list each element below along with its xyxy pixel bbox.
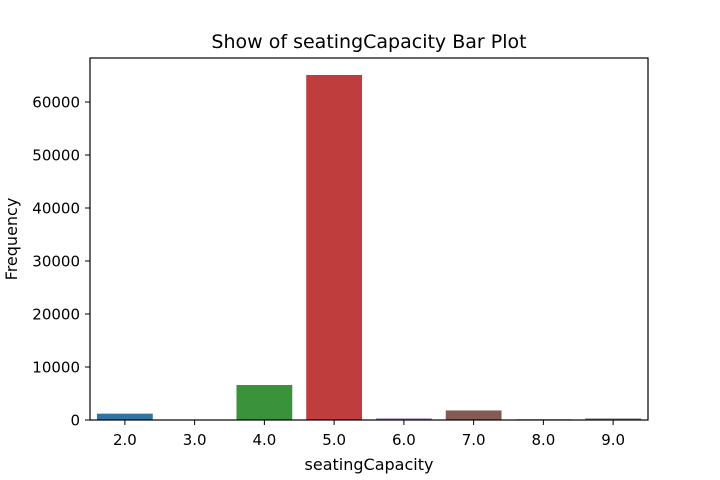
- y-tick-label: 50000: [32, 146, 80, 164]
- y-tick-label: 20000: [32, 305, 80, 323]
- y-tick-label: 0: [70, 412, 80, 430]
- bar-5.0: [306, 74, 363, 421]
- bars-group: [96, 74, 642, 421]
- y-axis-ticks: 0 10000 20000 30000 40000 50000 60000: [32, 93, 90, 430]
- x-tick-label: 2.0: [113, 431, 137, 449]
- plot-frame: [89, 57, 649, 421]
- bar-9.0: [585, 418, 642, 420]
- x-tick-label: 7.0: [462, 431, 486, 449]
- x-axis-ticks: 2.0 3.0 4.0 5.0 6.0 7.0 8.0 9.0: [113, 420, 625, 449]
- x-tick-label: 5.0: [322, 431, 346, 449]
- bar-2.0: [96, 413, 153, 420]
- x-tick-label: 4.0: [252, 431, 276, 449]
- y-tick-label: 30000: [32, 252, 80, 270]
- chart-title: Show of seatingCapacity Bar Plot: [211, 31, 526, 53]
- y-tick-label: 60000: [32, 93, 80, 111]
- bar-4.0: [236, 385, 293, 420]
- x-tick-label: 6.0: [392, 431, 416, 449]
- y-tick-label: 40000: [32, 199, 80, 217]
- x-axis-label: seatingCapacity: [305, 455, 434, 474]
- bar-7.0: [445, 410, 502, 420]
- y-axis-label: Frequency: [2, 198, 21, 281]
- x-tick-label: 9.0: [601, 431, 625, 449]
- bar-6.0: [375, 418, 432, 420]
- y-tick-label: 10000: [32, 358, 80, 376]
- x-tick-label: 8.0: [531, 431, 555, 449]
- x-tick-label: 3.0: [183, 431, 207, 449]
